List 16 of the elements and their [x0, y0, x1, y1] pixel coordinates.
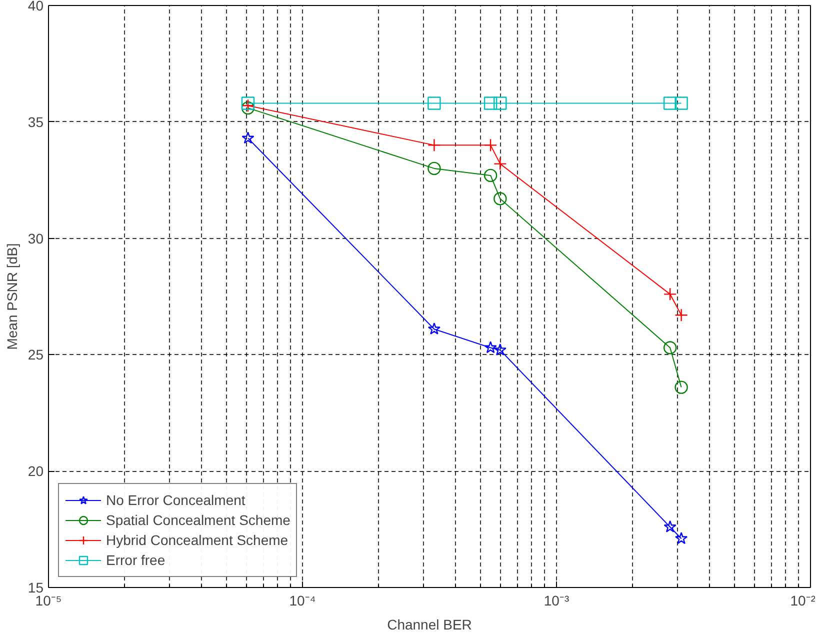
legend-label: No Error Concealment — [106, 492, 246, 508]
y-tick-label: 35 — [28, 114, 44, 130]
y-tick-label: 30 — [28, 230, 44, 246]
y-tick-label: 20 — [28, 463, 44, 480]
x-tick-label: 10⁻⁴ — [289, 592, 316, 608]
x-axis-title: Channel BER — [387, 616, 472, 632]
legend-label: Hybrid Concealment Scheme — [106, 532, 288, 548]
x-tick-label: 10⁻⁵ — [35, 592, 62, 608]
y-tick-label: 40 — [28, 0, 44, 14]
x-tick-label: 10⁻² — [790, 592, 816, 608]
x-tick-label: 10⁻³ — [544, 592, 570, 608]
legend-label: Error free — [106, 552, 166, 568]
legend-label: Spatial Concealment Scheme — [106, 512, 290, 528]
y-tick-label: 15 — [28, 580, 44, 596]
y-axis-title: Mean PSNR [dB] — [4, 243, 20, 350]
y-tick-label: 25 — [28, 346, 44, 363]
